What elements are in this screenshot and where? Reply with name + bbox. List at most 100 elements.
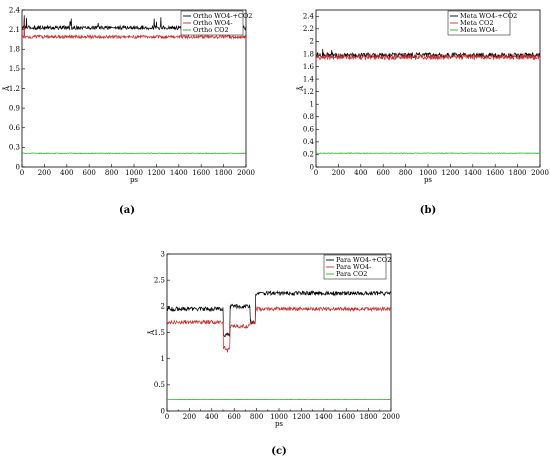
x-tick-label: 600 xyxy=(228,413,241,421)
panel-c-chart: 0 0.5 1 1.5 2 2.5 3 0 200 400 600 800 1000 1200 1400 16… xyxy=(147,250,400,428)
y-tick-label: 0 xyxy=(161,407,165,415)
x-tick-label: 200 xyxy=(332,169,345,177)
y-tick-label: 0.2 xyxy=(303,151,314,159)
y-tick-label: 0.9 xyxy=(9,104,20,112)
y-axis-label: Å xyxy=(296,85,305,92)
x-tick-label: 1000 xyxy=(125,169,143,177)
x-tick-label: 1400 xyxy=(170,169,188,177)
y-tick-label: 1.5 xyxy=(154,329,165,337)
x-tick-label: 1000 xyxy=(419,169,437,177)
y-tick-label: 2.4 xyxy=(303,13,315,21)
legend-label: Meta WO4-+CO2 xyxy=(460,12,517,20)
x-tick-label: 400 xyxy=(205,413,218,421)
x-tick-label: 600 xyxy=(377,169,390,177)
x-tick-label: 1200 xyxy=(147,169,165,177)
y-tick-label: 1 xyxy=(161,355,165,363)
x-axis-label: ps xyxy=(424,176,432,184)
x-tick-label: 0 xyxy=(314,169,318,177)
x-tick-label: 1800 xyxy=(360,413,378,421)
legend-label: Ortho WO4- xyxy=(193,19,233,27)
y-tick-label: 0.5 xyxy=(154,381,165,389)
series-line xyxy=(315,53,541,61)
y-tick-label: 3 xyxy=(161,250,165,258)
x-tick-label: 1400 xyxy=(464,169,482,177)
y-tick-label: 1.2 xyxy=(9,85,20,93)
y-axis-label: Å xyxy=(147,329,156,336)
y-tick-label: 1.2 xyxy=(303,88,314,96)
x-tick-label: 2000 xyxy=(531,169,549,177)
series-line xyxy=(315,152,541,155)
x-tick-label: 400 xyxy=(354,169,367,177)
y-tick-label: 0.6 xyxy=(9,124,21,132)
y-tick-label: 0.8 xyxy=(303,113,314,121)
series-line xyxy=(315,48,541,59)
panel-label-c: (c) xyxy=(271,446,287,457)
x-tick-label: 0 xyxy=(165,413,169,421)
y-tick-label: 2.4 xyxy=(9,6,21,14)
x-tick-label: 1200 xyxy=(292,413,310,421)
legend-label: Meta CO2 xyxy=(460,19,494,27)
x-tick-label: 1600 xyxy=(337,413,355,421)
legend-label: Ortho WO4-+CO2 xyxy=(193,12,252,20)
legend-label: Para WO4- xyxy=(336,263,371,271)
x-tick-label: 1600 xyxy=(486,169,504,177)
y-axis-label: Å xyxy=(2,85,11,92)
x-tick-label: 200 xyxy=(38,169,51,177)
x-axis-label: ps xyxy=(275,420,283,428)
y-tick-label: 1 xyxy=(310,101,314,109)
y-tick-label: 2.5 xyxy=(154,276,165,284)
x-tick-label: 800 xyxy=(250,413,263,421)
y-tick-label: 2 xyxy=(161,303,165,311)
y-tick-label: 1.5 xyxy=(9,65,20,73)
series-line xyxy=(166,398,392,401)
legend-box xyxy=(447,10,511,36)
y-tick-label: 1.8 xyxy=(9,46,20,54)
y-tick-label: 0.4 xyxy=(303,138,315,146)
y-tick-label: 2.2 xyxy=(303,25,314,33)
legend-label: Meta WO4- xyxy=(460,26,497,34)
panel-label-b: (b) xyxy=(420,205,436,216)
x-tick-label: 800 xyxy=(399,169,412,177)
plot-frame xyxy=(166,253,392,412)
panel-b-chart: 0 0.2 0.4 0.6 0.8 1 1.2 1.4 1.6 1.8 2 2.2 2.4 0 200 400… xyxy=(296,9,549,184)
x-tick-label: 1800 xyxy=(509,169,527,177)
x-tick-label: 1200 xyxy=(441,169,459,177)
series-line xyxy=(166,290,392,338)
x-tick-label: 0 xyxy=(20,169,24,177)
series-line xyxy=(166,305,392,353)
x-tick-label: 800 xyxy=(105,169,118,177)
series-line xyxy=(21,152,247,155)
x-axis-label: ps xyxy=(130,176,138,184)
x-tick-label: 1800 xyxy=(215,169,233,177)
y-tick-label: 1.8 xyxy=(303,50,314,58)
series-line xyxy=(21,21,247,40)
legend-label: Ortho CO2 xyxy=(193,26,229,34)
x-tick-label: 1400 xyxy=(315,413,333,421)
x-tick-label: 600 xyxy=(83,169,96,177)
y-tick-label: 2.1 xyxy=(9,26,20,34)
y-tick-label: 0 xyxy=(16,163,20,171)
panel-a-chart: 0 0.3 0.6 0.9 1.2 1.5 1.8 2.1 2.4 0 200 400 600 800 10… xyxy=(2,6,255,184)
x-tick-label: 1600 xyxy=(192,169,210,177)
plot-frame xyxy=(315,9,541,168)
legend-label: Para CO2 xyxy=(336,270,367,278)
x-tick-label: 2000 xyxy=(237,169,255,177)
x-tick-label: 1000 xyxy=(270,413,288,421)
panel-label-a: (a) xyxy=(119,205,135,216)
y-tick-label: 0.3 xyxy=(9,144,20,152)
y-tick-label: 1.6 xyxy=(303,63,315,71)
x-tick-label: 400 xyxy=(60,169,73,177)
x-tick-label: 2000 xyxy=(382,413,400,421)
y-tick-label: 0 xyxy=(310,163,314,171)
y-tick-label: 0.6 xyxy=(303,126,315,134)
legend-box xyxy=(180,10,244,36)
x-tick-label: 200 xyxy=(183,413,196,421)
legend-label: Para WO4-+CO2 xyxy=(336,256,391,264)
legend-box xyxy=(323,254,387,280)
y-tick-label: 1.4 xyxy=(303,75,315,83)
y-tick-label: 2 xyxy=(310,38,314,46)
